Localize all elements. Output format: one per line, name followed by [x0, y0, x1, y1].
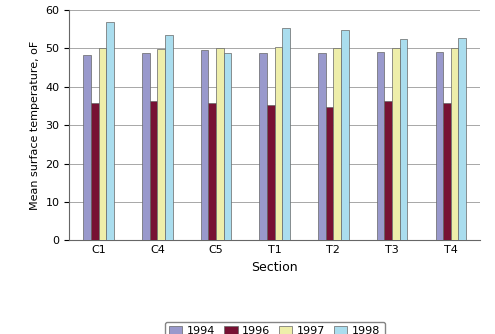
Bar: [326, 107, 334, 240]
Bar: [99, 48, 106, 240]
Bar: [224, 53, 231, 240]
Y-axis label: Mean surface temperature, oF: Mean surface temperature, oF: [30, 41, 40, 210]
Bar: [377, 51, 385, 240]
Bar: [216, 48, 224, 240]
Bar: [275, 47, 282, 240]
Bar: [142, 53, 149, 240]
X-axis label: Section: Section: [251, 261, 298, 274]
Bar: [267, 105, 275, 240]
Bar: [165, 35, 173, 240]
Bar: [91, 103, 99, 240]
Bar: [443, 103, 451, 240]
Bar: [282, 28, 290, 240]
Bar: [458, 38, 466, 240]
Bar: [149, 101, 157, 240]
Bar: [259, 53, 267, 240]
Bar: [334, 48, 341, 240]
Legend: 1994, 1996, 1997, 1998: 1994, 1996, 1997, 1998: [165, 322, 385, 334]
Bar: [341, 30, 348, 240]
Bar: [318, 53, 326, 240]
Bar: [436, 51, 443, 240]
Bar: [106, 22, 114, 240]
Bar: [392, 48, 400, 240]
Bar: [451, 48, 458, 240]
Bar: [208, 103, 216, 240]
Bar: [201, 49, 208, 240]
Bar: [157, 49, 165, 240]
Bar: [83, 55, 91, 240]
Bar: [400, 39, 407, 240]
Bar: [385, 101, 392, 240]
